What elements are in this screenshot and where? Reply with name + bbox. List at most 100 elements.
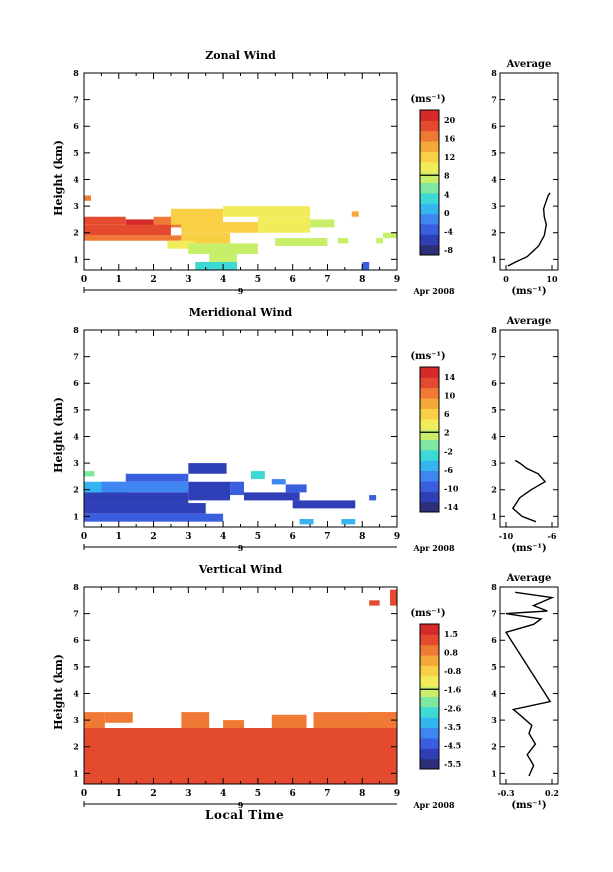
y-tick-label: 5 — [73, 148, 79, 158]
x-tick-label: 3 — [185, 532, 191, 542]
heatmap-cell — [362, 262, 370, 270]
heatmap-cell — [243, 492, 300, 501]
x-tick-label: 6 — [290, 275, 296, 285]
heatmap-cell — [170, 208, 224, 225]
colorbar-swatch — [420, 624, 439, 635]
average-y-tick-label: 6 — [491, 378, 497, 388]
average-y-tick-label: 4 — [491, 174, 497, 184]
heatmap-cell — [167, 240, 196, 249]
average-frame — [499, 586, 559, 785]
colorbar-frame — [419, 623, 440, 770]
colorbar-tick-label: -0.8 — [444, 666, 462, 676]
heatmap-cell — [84, 235, 182, 241]
colorbar-tick-label: 20 — [444, 115, 456, 125]
y-tick-label: 3 — [73, 458, 79, 468]
x-tick-label: 7 — [324, 789, 330, 799]
y-axis-label: Height (km) — [52, 397, 65, 473]
colorbar-tick-label: -1.6 — [444, 685, 462, 695]
y-tick-label: 1 — [73, 254, 79, 264]
x-tick-label: 5 — [255, 275, 261, 285]
x-tick-label: 3 — [185, 789, 191, 799]
colorbar-swatch — [420, 182, 439, 194]
average-y-tick-label: 2 — [491, 228, 497, 238]
colorbar-swatch — [420, 480, 439, 492]
x-tick-label: 4 — [220, 532, 226, 542]
colorbar-swatch — [420, 758, 439, 770]
average-profile-line — [507, 192, 551, 267]
heatmap-cell — [84, 224, 171, 236]
heatmap-cell — [383, 232, 397, 239]
average-y-tick-label: 6 — [491, 121, 497, 131]
colorbar-swatch — [420, 192, 439, 204]
colorbar-swatch — [420, 706, 439, 718]
y-axis-label: Height (km) — [52, 654, 65, 730]
colorbar-swatch — [420, 717, 439, 729]
heatmap-cell — [369, 712, 397, 721]
heatmap-cell — [188, 463, 227, 474]
colorbar-swatch — [420, 727, 439, 739]
colorbar-tick-label: 2 — [444, 428, 450, 438]
colorbar-tick-label: 14 — [444, 372, 456, 382]
heatmap-cell — [341, 519, 356, 525]
colorbar-swatch — [420, 644, 439, 656]
average-y-tick-label: 7 — [491, 609, 497, 619]
heatmap-cell — [181, 232, 231, 244]
y-tick-label: 4 — [73, 174, 79, 184]
y-tick-label: 5 — [73, 405, 79, 415]
heatmap-cell — [84, 728, 397, 784]
colorbar-swatch — [420, 172, 439, 183]
heatmap-cell — [195, 262, 238, 270]
average-y-tick-label: 8 — [491, 582, 497, 592]
colorbar-swatch — [420, 634, 439, 646]
colorbar-tick-label: -4.5 — [444, 740, 461, 750]
heatmap-cell — [369, 600, 380, 606]
colorbar-tick-label: 4 — [444, 189, 450, 199]
heatmap-cell — [181, 222, 265, 233]
heatmap-cell — [285, 484, 307, 493]
heatmap-cell — [84, 492, 189, 504]
average-y-tick-label: 4 — [491, 431, 497, 441]
heatmap-cell — [271, 479, 286, 485]
x-tick-label: 0 — [81, 789, 87, 799]
colorbar-tick-label: -6 — [444, 465, 453, 475]
panel-title: Meridional Wind — [189, 306, 293, 319]
average-unit: (ms⁻¹) — [511, 800, 546, 811]
colorbar-swatch — [420, 213, 439, 225]
heatmap-cell — [230, 481, 244, 496]
y-tick-label: 1 — [73, 511, 79, 521]
x-tick-label: 7 — [324, 532, 330, 542]
colorbar-tick-label: -4 — [444, 226, 453, 236]
x-tick-label: 1 — [116, 789, 122, 799]
average-title: Average — [506, 573, 552, 584]
heatmap-cell — [292, 500, 356, 509]
average-y-tick-label: 5 — [491, 148, 497, 158]
average-y-tick-label: 6 — [491, 635, 497, 645]
average-unit: (ms⁻¹) — [511, 286, 546, 297]
y-tick-label: 6 — [73, 635, 79, 645]
average-y-tick-label: 3 — [491, 458, 497, 468]
day-marker: 9 — [238, 543, 244, 553]
colorbar-swatch — [420, 141, 439, 152]
y-tick-label: 2 — [73, 485, 79, 495]
average-title: Average — [506, 59, 552, 70]
average-y-tick-label: 3 — [491, 201, 497, 211]
y-tick-label: 8 — [73, 325, 79, 335]
colorbar-tick-label: 0 — [444, 208, 450, 218]
average-x-tick-label: 0.2 — [545, 788, 559, 798]
heatmap-cell — [188, 481, 231, 501]
average-x-tick-label: 10 — [546, 274, 558, 284]
heatmap-cell — [188, 243, 258, 255]
x-tick-label: 2 — [150, 789, 156, 799]
average-y-tick-label: 1 — [491, 254, 497, 264]
x-tick-label: 2 — [150, 275, 156, 285]
colorbar-swatch — [420, 151, 439, 163]
average-y-tick-label: 3 — [491, 715, 497, 725]
average-y-tick-label: 2 — [491, 742, 497, 752]
colorbar-swatch — [420, 398, 439, 409]
heatmap-cell — [223, 720, 244, 729]
x-tick-label: 1 — [116, 275, 122, 285]
heatmap-cell — [84, 471, 95, 477]
average-profile-line — [504, 591, 555, 777]
heatmap-cell — [84, 195, 91, 201]
